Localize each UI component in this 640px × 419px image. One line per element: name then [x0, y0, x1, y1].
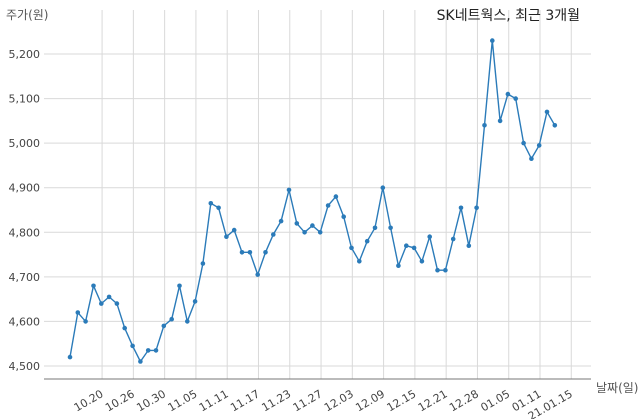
y-tick-label: 4,800	[9, 226, 41, 239]
data-point	[192, 299, 198, 304]
price-points	[67, 38, 558, 364]
price-line	[69, 40, 556, 363]
x-tick-label: 11.27	[291, 387, 325, 414]
data-point	[341, 214, 347, 219]
data-point	[325, 203, 331, 208]
y-tick-label: 4,600	[9, 315, 41, 328]
data-point	[200, 261, 206, 266]
data-point	[255, 272, 260, 277]
data-point	[239, 250, 245, 255]
x-tick-label: 12.21	[416, 387, 450, 414]
data-point	[450, 236, 456, 242]
data-point	[404, 243, 409, 248]
data-point	[466, 243, 472, 248]
x-tick-label: 12.03	[322, 387, 356, 414]
data-point	[388, 225, 393, 231]
data-point	[380, 185, 386, 190]
data-point	[177, 283, 182, 289]
data-point	[271, 232, 276, 237]
data-point	[349, 245, 354, 251]
data-point	[536, 143, 542, 148]
data-point	[544, 109, 550, 115]
y-tick-label: 5,200	[9, 48, 41, 61]
data-point	[310, 223, 315, 228]
data-point	[474, 205, 479, 211]
y-axis-label: 주가(원)	[6, 8, 49, 22]
data-point	[294, 221, 300, 226]
data-point	[396, 263, 401, 269]
data-point	[161, 323, 167, 329]
data-point	[224, 234, 229, 239]
data-point	[208, 201, 214, 206]
x-tick-label: 01.05	[478, 387, 512, 414]
data-point	[529, 156, 534, 161]
x-tick-label: 12.28	[447, 387, 481, 414]
data-point	[333, 194, 339, 199]
x-tick-labels: 10.2010.2610.3011.0511.1111.1711.2311.27…	[72, 387, 575, 419]
x-tick-label: 12.15	[385, 387, 419, 414]
x-tick-label: 10.20	[72, 387, 106, 414]
data-point	[145, 348, 151, 353]
x-tick-label: 10.26	[103, 387, 137, 414]
y-tick-label: 4,700	[9, 271, 41, 284]
data-point	[317, 230, 323, 235]
x-tick-label: 11.05	[166, 387, 200, 414]
data-point	[458, 205, 464, 211]
data-point	[302, 230, 307, 235]
data-point	[67, 354, 73, 360]
data-point	[169, 316, 174, 322]
data-point	[231, 227, 237, 233]
data-point	[286, 187, 292, 193]
data-point	[372, 225, 378, 231]
chart-title: SK네트웍스, 최근 3개월	[436, 8, 580, 24]
x-axis-label: 날짜(일)	[596, 381, 639, 395]
y-tick-label: 5,000	[9, 137, 41, 150]
data-point	[185, 319, 190, 324]
data-point	[552, 123, 558, 128]
data-point	[114, 301, 120, 306]
data-point	[513, 96, 518, 101]
data-point	[99, 301, 104, 306]
data-point	[263, 250, 268, 255]
data-point	[521, 140, 526, 146]
data-point	[419, 259, 425, 264]
data-point	[153, 348, 159, 353]
data-point	[83, 319, 88, 324]
data-point	[490, 38, 495, 43]
data-point	[497, 118, 503, 124]
y-tick-labels: 4,500 4,600 4,700 4,800 4,900 5,000 5,100 5,200	[9, 48, 41, 373]
x-tick-label: 11.17	[228, 387, 262, 414]
data-point	[247, 250, 253, 255]
data-point	[505, 91, 511, 97]
data-point	[427, 234, 433, 239]
data-point	[130, 343, 135, 349]
data-point	[411, 245, 417, 251]
data-point	[278, 218, 284, 224]
x-tick-label: 10.30	[134, 387, 168, 414]
data-point	[75, 310, 81, 315]
data-point	[443, 267, 448, 273]
data-point	[435, 267, 440, 273]
x-tick-label: 12.09	[353, 387, 387, 414]
y-tick-label: 4,900	[9, 182, 41, 195]
data-point	[357, 259, 362, 264]
data-point	[122, 325, 127, 331]
data-point	[364, 238, 370, 244]
data-point	[138, 359, 143, 364]
y-tick-label: 4,500	[9, 360, 41, 373]
data-point	[91, 283, 96, 289]
data-point	[482, 123, 487, 128]
y-tick-label: 5,100	[9, 93, 41, 106]
x-tick-label: 11.11	[197, 387, 231, 414]
data-point	[106, 294, 112, 300]
x-tick-label: 11.23	[259, 387, 293, 414]
horizontal-gridlines	[44, 53, 591, 367]
data-point	[216, 205, 221, 211]
